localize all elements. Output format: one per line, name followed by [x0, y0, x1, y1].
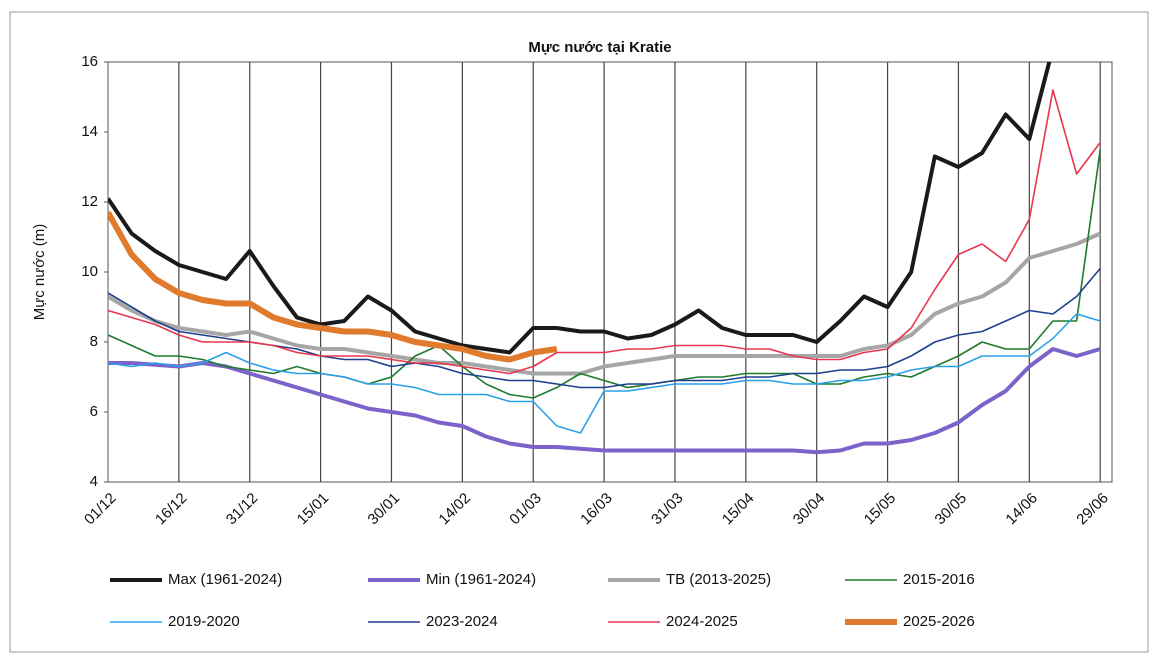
y-tick-label: 10 — [81, 263, 98, 280]
x-tick-label: 30/04 — [790, 490, 829, 529]
legend-label: Max (1961-2024) — [168, 571, 282, 588]
legend-label: TB (2013-2025) — [666, 571, 771, 588]
y-tick-label: 4 — [90, 473, 98, 490]
series-line — [108, 89, 1101, 375]
x-tick-label: 30/01 — [365, 490, 404, 529]
x-tick-label: 01/03 — [506, 490, 545, 529]
series-line — [108, 62, 1052, 355]
y-tick-label: 12 — [81, 193, 98, 210]
x-tick-label: 16/03 — [577, 490, 616, 529]
x-tick-label: 14/02 — [435, 490, 474, 529]
x-tick-label: 29/06 — [1073, 490, 1112, 529]
legend-label: 2024-2025 — [666, 613, 738, 630]
y-tick-label: 6 — [90, 403, 98, 420]
x-tick-label: 31/12 — [223, 490, 262, 529]
y-axis-label: Mực nước (m) — [31, 224, 48, 321]
x-tick-label: 15/05 — [861, 490, 900, 529]
legend-label: 2023-2024 — [426, 613, 498, 630]
y-tick-label: 8 — [90, 333, 98, 350]
legend-label: 2015-2016 — [903, 571, 975, 588]
series-line — [108, 231, 1102, 376]
series-line — [108, 211, 558, 363]
y-tick-label: 14 — [81, 123, 98, 140]
x-tick-label: 01/12 — [81, 490, 120, 529]
x-tick-label: 31/03 — [648, 490, 687, 529]
lines — [108, 62, 1102, 455]
x-tick-label: 15/01 — [294, 490, 333, 529]
x-tick-label: 14/06 — [1002, 490, 1041, 529]
x-tick-label: 16/12 — [152, 490, 191, 529]
legend-label: Min (1961-2024) — [426, 571, 536, 588]
series-line — [108, 313, 1101, 434]
y-tick-label: 16 — [81, 53, 98, 70]
series-line — [108, 347, 1101, 455]
legend-label: 2025-2026 — [903, 613, 975, 630]
frame — [9, 11, 1149, 653]
x-tick-label: 15/04 — [719, 490, 758, 529]
x-tick-label: 30/05 — [932, 490, 971, 529]
chart-title: Mực nước tại Kratie — [528, 39, 671, 56]
legend-label: 2019-2020 — [168, 613, 240, 630]
